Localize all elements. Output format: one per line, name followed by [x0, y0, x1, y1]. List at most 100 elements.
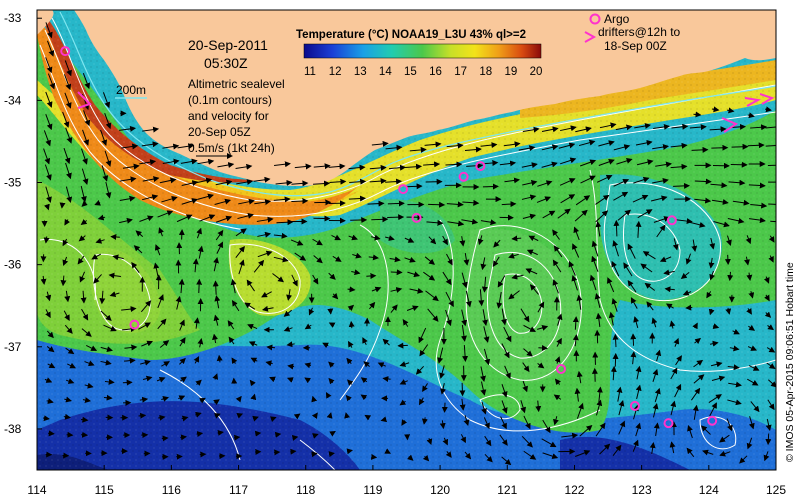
velocity-arrow: [595, 210, 609, 223]
velocity-arrow: [216, 354, 223, 363]
isobath-200m: [59, 11, 777, 197]
argo-float-marker: [629, 400, 640, 411]
velocity-arrow: [675, 218, 693, 225]
velocity-arrow: [363, 361, 370, 368]
velocity-arrow: [212, 333, 218, 344]
velocity-arrow: [399, 361, 410, 367]
velocity-arrow: [633, 404, 639, 420]
velocity-arrow: [665, 303, 674, 310]
velocity-arrow: [161, 361, 170, 367]
velocity-arrow: [553, 416, 559, 426]
velocity-arrow: [685, 253, 692, 265]
velocity-arrow: [404, 256, 416, 263]
velocity-arrow: [405, 163, 423, 170]
velocity-arrow: [86, 345, 98, 351]
velocity-arrow: [749, 217, 766, 224]
velocity-arrow: [360, 377, 368, 384]
velocity-arrow: [576, 294, 583, 310]
velocity-arrow: [235, 228, 247, 237]
velocity-arrow: [599, 443, 611, 455]
velocity-arrow: [290, 448, 297, 455]
velocity-arrow: [618, 420, 626, 435]
velocity-arrow: [227, 320, 235, 330]
velocity-arrow: [726, 418, 733, 432]
velocity-arrow: [692, 404, 699, 420]
velocity-arrow: [765, 144, 776, 147]
velocity-arrow: [652, 402, 659, 418]
velocity-arrow: [655, 161, 673, 168]
velocity-arrow: [95, 237, 105, 244]
velocity-arrow: [261, 305, 274, 312]
velocity-arrow: [480, 381, 487, 396]
velocity-arrow: [43, 148, 51, 165]
velocity-arrow: [332, 255, 342, 262]
velocity-arrow: [480, 219, 497, 226]
velocity-arrow: [595, 221, 602, 237]
velocity-arrow: [579, 159, 597, 167]
velocity-arrow: [294, 252, 307, 261]
velocity-arrow: [764, 311, 772, 318]
velocity-arrow: [504, 365, 511, 380]
velocity-arrow: [352, 252, 362, 259]
velocity-arrow: [523, 415, 531, 430]
velocity-arrow: [673, 182, 691, 189]
velocity-arrow: [273, 232, 288, 239]
velocity-arrow: [180, 158, 198, 165]
velocity-arrow: [283, 326, 293, 332]
velocity-arrow: [725, 307, 732, 315]
velocity-arrow: [727, 217, 745, 224]
velocity-arrow: [384, 235, 395, 241]
velocity-arrow: [399, 399, 407, 406]
velocity-arrow: [217, 162, 235, 168]
velocity-arrow: [739, 455, 748, 464]
velocity-arrow: [345, 394, 352, 402]
velocity-arrow: [158, 227, 164, 237]
velocity-arrow: [511, 235, 522, 242]
velocity-arrow: [389, 256, 401, 263]
velocity-arrow: [273, 196, 291, 203]
velocity-arrow: [290, 239, 304, 246]
velocity-arrow: [178, 395, 186, 401]
velocity-arrow: [93, 274, 102, 284]
velocity-arrow: [462, 199, 480, 206]
velocity-arrow: [291, 180, 309, 187]
velocity-arrow: [732, 328, 740, 335]
velocity-arrow: [552, 229, 560, 240]
velocity-arrow: [156, 376, 166, 383]
x-tick-label: 114: [27, 483, 46, 497]
velocity-arrow: [328, 322, 336, 328]
velocity-arrow: [521, 435, 533, 448]
velocity-arrow: [611, 297, 618, 312]
velocity-arrow: [162, 158, 180, 165]
velocity-arrow: [447, 220, 465, 227]
velocity-arrow: [702, 449, 714, 456]
velocity-arrow: [294, 163, 312, 170]
velocity-arrow: [595, 312, 602, 328]
velocity-arrow: [574, 387, 581, 402]
velocity-arrow: [536, 196, 552, 203]
velocity-arrow: [764, 294, 770, 302]
velocity-arrow: [215, 179, 233, 186]
velocity-arrow: [766, 362, 776, 369]
colorbar: [303, 43, 542, 59]
velocity-arrow: [291, 435, 299, 441]
velocity-arrow: [560, 194, 576, 204]
velocity-arrow: [501, 343, 510, 359]
velocity-arrow: [390, 287, 403, 293]
velocity-arrow: [537, 301, 545, 313]
velocity-arrow: [610, 365, 617, 381]
velocity-arrow: [80, 416, 89, 423]
velocity-arrow: [369, 178, 387, 185]
velocity-arrow: [47, 362, 56, 369]
velocity-arrow: [63, 413, 72, 420]
velocity-arrow: [463, 253, 470, 266]
sealevel-line-1: Altimetric sealevel: [188, 77, 285, 91]
velocity-arrow: [748, 324, 756, 331]
y-tick-label: -34: [4, 93, 22, 107]
velocity-arrow: [313, 180, 331, 187]
velocity-arrow: [423, 161, 441, 168]
velocity-arrow: [748, 416, 755, 430]
velocity-arrow: [670, 163, 688, 170]
velocity-arrow: [64, 324, 73, 334]
velocity-arrow: [213, 399, 220, 406]
